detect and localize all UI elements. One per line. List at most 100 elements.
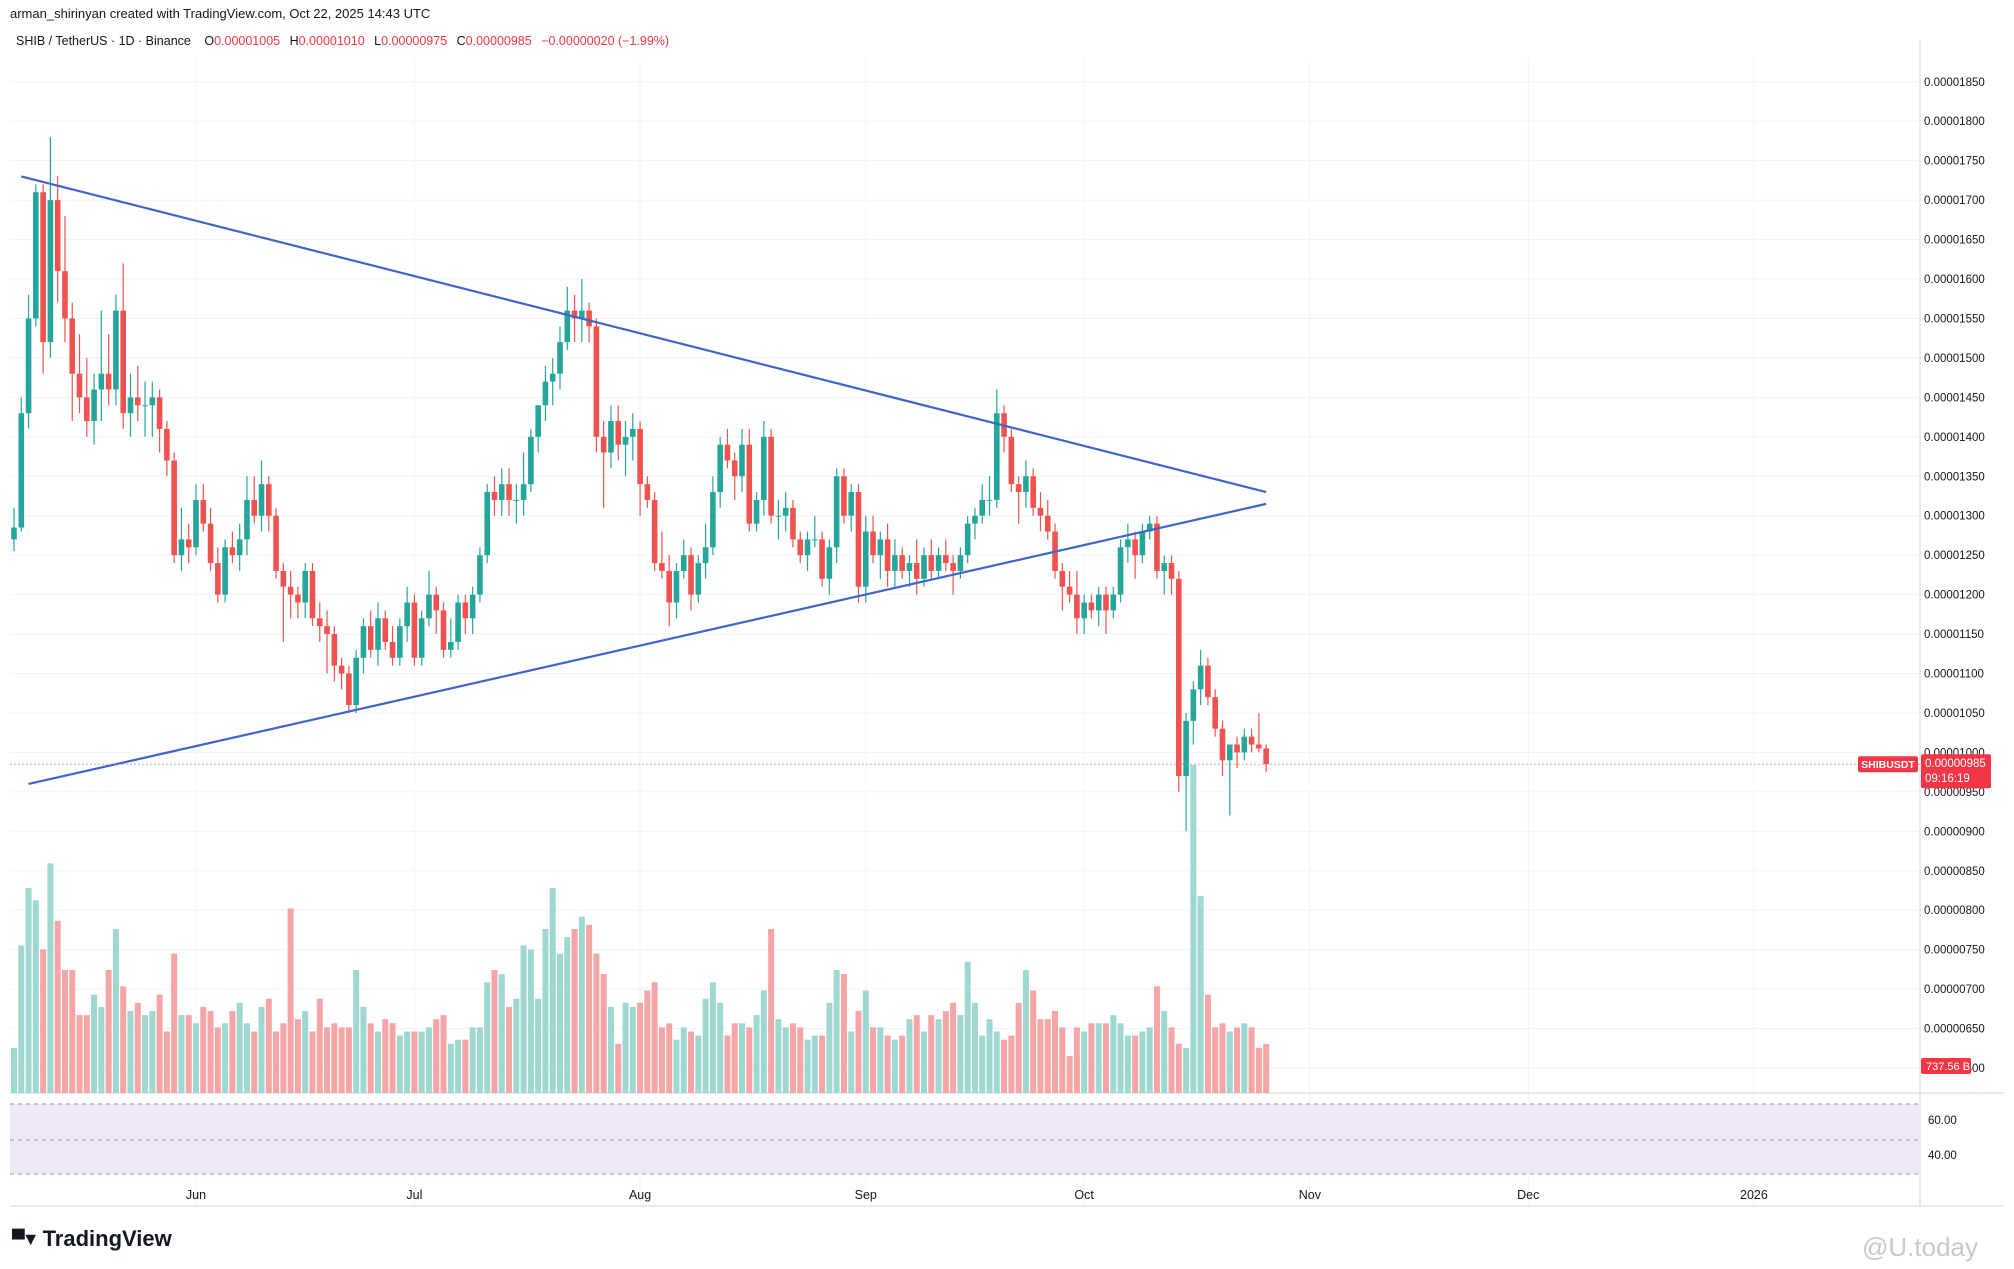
volume-bar	[615, 1043, 622, 1093]
candle-body	[251, 499, 258, 516]
volume-bar	[1015, 1002, 1022, 1093]
candle-body	[913, 563, 920, 579]
volume-bar	[69, 970, 76, 1093]
candle-body	[957, 555, 964, 571]
volume-bar	[797, 1027, 804, 1093]
volume-bar	[455, 1039, 462, 1093]
x-tick-label: Jun	[186, 1188, 206, 1202]
volume-bar	[1008, 1035, 1015, 1093]
volume-bar	[629, 1006, 636, 1093]
candle-body	[615, 421, 622, 445]
candle-body	[935, 555, 942, 571]
candle-body	[884, 539, 891, 571]
volume-bar	[243, 1023, 250, 1093]
candle-body	[469, 594, 476, 619]
candle-body	[979, 499, 986, 516]
candle-body	[586, 310, 592, 327]
candle-body	[215, 563, 221, 595]
candle-body	[382, 618, 389, 642]
y-tick-label: 0.00000750	[1924, 945, 1985, 957]
volume-bar	[702, 998, 709, 1093]
candle-body	[302, 570, 308, 603]
candle-body	[964, 523, 971, 556]
candle-body	[673, 570, 680, 603]
candle-body	[484, 492, 490, 556]
volume-bar	[105, 970, 112, 1093]
volume-bar	[731, 1023, 738, 1093]
y-tick-label: 0.00001600	[1924, 274, 1985, 286]
candle-body	[812, 539, 818, 541]
volume-bar	[593, 953, 600, 1093]
candle-body	[753, 499, 760, 524]
volume-bar	[425, 1027, 432, 1093]
volume-bar	[18, 945, 25, 1093]
candle-body	[826, 547, 833, 579]
candle-body	[98, 373, 105, 390]
volume-bar	[418, 1031, 425, 1093]
volume-bar	[513, 998, 520, 1093]
volume-bar	[338, 1027, 345, 1093]
volume-bar	[324, 1027, 331, 1093]
volume-bar	[76, 1015, 83, 1093]
volume-bar	[1073, 1027, 1080, 1093]
volume-bar	[666, 1023, 673, 1093]
candle-body	[651, 499, 658, 564]
candle-body	[579, 310, 585, 319]
volume-bar	[251, 1031, 258, 1093]
candle-body	[1030, 476, 1036, 508]
volume-bar	[229, 1011, 236, 1093]
volume-bar	[1095, 1023, 1102, 1093]
tradingview-logo[interactable]: ▀▼ TradingView	[12, 1226, 172, 1252]
candle-body	[848, 492, 854, 516]
volume-bar	[789, 1023, 796, 1093]
candle-body	[731, 460, 738, 477]
candle-body	[1066, 586, 1073, 595]
candle-body	[127, 397, 134, 414]
candle-body	[25, 318, 32, 414]
volume-bar	[586, 924, 593, 1093]
volume-bar	[396, 1035, 403, 1093]
volume-bar	[1066, 1056, 1073, 1093]
trendline	[28, 502, 1267, 786]
candle-body	[630, 428, 636, 437]
candle-body	[659, 563, 665, 571]
volume-bar	[986, 1019, 993, 1093]
volume-bar	[440, 1015, 447, 1093]
y-tick-label: 0.00001450	[1924, 392, 1985, 404]
y-tick-label: 0.00001150	[1924, 629, 1984, 641]
candle-body	[207, 523, 214, 564]
volume-bar	[928, 1015, 935, 1093]
volume-bar	[1234, 1027, 1241, 1093]
volume-bar	[1263, 1043, 1270, 1093]
volume-bar	[127, 1011, 134, 1093]
candle-body	[1161, 563, 1168, 571]
candle-body	[1241, 736, 1248, 753]
volume-bar	[651, 982, 658, 1093]
volume-bar	[658, 1027, 665, 1093]
candle-body	[295, 594, 301, 603]
volume-bar	[964, 961, 971, 1093]
volume-bar	[411, 1031, 418, 1093]
volume-bar	[258, 1006, 265, 1093]
volume-bar	[768, 929, 775, 1093]
candle-body	[899, 555, 905, 571]
candle-body	[1015, 484, 1022, 493]
y-tick-label: 0.00001200	[1924, 590, 1985, 602]
candle-body	[120, 310, 126, 414]
volume-bar	[469, 1027, 476, 1093]
candle-body	[782, 507, 789, 516]
volume-bar	[542, 929, 549, 1093]
x-tick-label: 2026	[1740, 1188, 1768, 1202]
y-tick-label: 0.00000850	[1924, 866, 1985, 878]
volume-bar	[833, 970, 840, 1093]
candle-body	[346, 673, 352, 706]
candle-body	[47, 200, 54, 343]
candle-body	[309, 570, 316, 619]
volume-bar	[906, 1019, 913, 1093]
legend-symbol[interactable]: SHIB / TetherUS · 1D · Binance	[16, 34, 191, 48]
y-tick-label: 0.00000700	[1924, 984, 1985, 996]
volume-bar	[1088, 1023, 1095, 1093]
volume-bar	[1081, 1031, 1088, 1093]
volume-bar	[688, 1031, 695, 1093]
